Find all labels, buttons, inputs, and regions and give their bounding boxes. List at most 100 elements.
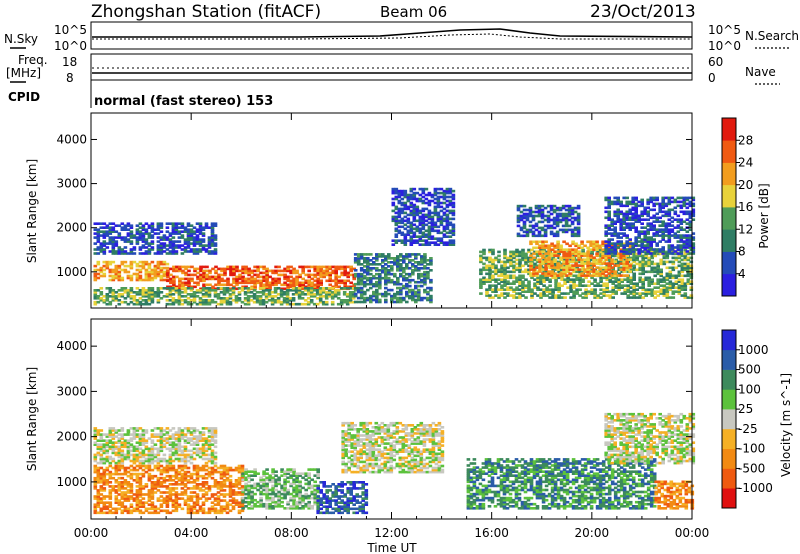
range-cell	[607, 210, 611, 214]
range-cell	[646, 202, 650, 206]
range-cell	[424, 233, 429, 236]
range-cell	[628, 240, 632, 244]
range-cell	[558, 228, 563, 232]
range-cell	[202, 283, 206, 287]
range-cell	[324, 300, 329, 304]
range-cell	[123, 252, 128, 255]
range-cell	[211, 267, 215, 271]
range-cell	[327, 289, 332, 292]
range-cell	[685, 244, 690, 247]
range-cell	[96, 222, 101, 225]
range-cell	[172, 275, 176, 279]
range-cell	[372, 267, 376, 270]
range-cell	[108, 433, 113, 436]
range-cell	[418, 237, 423, 240]
range-cell	[108, 427, 113, 430]
range-cell	[537, 230, 542, 234]
range-cell	[519, 226, 524, 230]
range-cell	[595, 266, 599, 269]
range-cell	[688, 238, 693, 241]
range-cell	[198, 300, 203, 304]
range-cell	[129, 252, 134, 255]
range-cell	[144, 453, 149, 457]
range-cell	[497, 250, 501, 254]
range-cell	[359, 292, 364, 296]
range-cell	[174, 439, 179, 442]
range-cell	[599, 248, 603, 252]
range-cell	[117, 449, 122, 453]
range-cell	[126, 222, 131, 225]
range-cell	[655, 218, 659, 221]
range-cell	[322, 269, 326, 273]
range-cell	[545, 276, 549, 280]
range-cell	[439, 239, 444, 242]
range-cell	[641, 288, 645, 291]
range-cell	[650, 280, 654, 283]
range-cell	[497, 274, 501, 278]
range-cell	[159, 238, 164, 241]
range-cell	[412, 239, 417, 242]
range-cell	[665, 282, 670, 285]
range-cell	[560, 276, 564, 280]
range-cell	[518, 278, 522, 281]
range-cell	[192, 291, 197, 294]
range-cell	[433, 197, 438, 201]
range-cell	[448, 241, 453, 244]
range-cell	[319, 279, 323, 283]
range-cell	[192, 299, 197, 302]
range-cell	[433, 213, 438, 217]
range-cell	[241, 267, 245, 271]
range-cell	[611, 282, 615, 285]
range-cell	[213, 238, 218, 241]
range-cell	[198, 291, 203, 294]
range-cell	[289, 275, 293, 279]
range-cell	[485, 280, 489, 283]
range-cell	[415, 213, 420, 217]
range-cell	[619, 274, 623, 277]
range-cell	[111, 289, 116, 292]
range-cell	[661, 236, 665, 239]
range-cell	[132, 459, 137, 463]
range-cell	[384, 276, 388, 280]
range-cell	[656, 270, 660, 274]
range-cell	[595, 248, 599, 251]
range-cell	[598, 262, 602, 265]
range-cell	[553, 260, 557, 263]
range-cell	[186, 441, 191, 444]
range-cell	[547, 246, 551, 250]
range-cell	[322, 271, 326, 275]
range-cell	[147, 287, 152, 290]
range-cell	[324, 293, 329, 296]
range-cell	[506, 256, 510, 260]
range-cell	[427, 203, 432, 207]
range-cell	[619, 204, 623, 208]
range-cell	[641, 264, 645, 268]
range-cell	[340, 267, 344, 271]
range-cell	[631, 216, 635, 220]
range-cell	[688, 196, 693, 200]
range-cell	[572, 254, 576, 258]
colorbar-tick-label: 16	[738, 200, 753, 214]
range-cell	[159, 276, 164, 280]
range-cell	[448, 191, 453, 195]
range-cell	[567, 218, 572, 222]
range-cell	[533, 282, 537, 285]
range-cell	[168, 459, 173, 463]
range-cell	[120, 459, 125, 463]
range-cell	[491, 260, 495, 264]
range-cell	[300, 302, 305, 306]
range-cell	[479, 256, 483, 260]
range-cell	[108, 300, 113, 304]
range-cell	[111, 242, 116, 245]
range-cell	[667, 196, 672, 200]
range-cell	[602, 284, 606, 287]
range-cell	[439, 215, 444, 219]
range-cell	[300, 297, 305, 300]
range-cell	[253, 283, 257, 287]
range-cell	[418, 227, 423, 231]
range-cell	[180, 431, 185, 434]
range-cell	[550, 248, 554, 251]
range-cell	[210, 230, 215, 233]
range-cell	[515, 296, 519, 299]
range-cell	[318, 295, 323, 298]
